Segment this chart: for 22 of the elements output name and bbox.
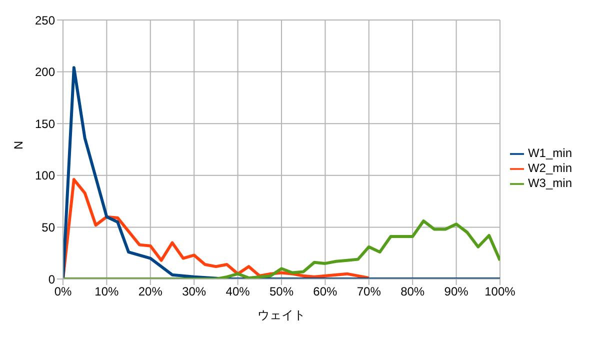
legend-label: W3_min — [528, 176, 572, 190]
x-tick-label: 30% — [182, 284, 206, 299]
y-tick-label: 100 — [34, 168, 56, 183]
x-tick-label: 50% — [269, 284, 294, 299]
x-tick-label: 10% — [94, 284, 120, 299]
legend-label: W1_min — [528, 146, 572, 160]
x-tick-label: 80% — [400, 284, 425, 299]
y-tick-label: 50 — [42, 220, 56, 234]
x-tick-label: 100% — [484, 284, 516, 299]
y-tick-label: 150 — [34, 116, 56, 131]
x-tick-label: 90% — [444, 284, 469, 299]
y-tick-label: 200 — [34, 65, 56, 80]
x-tick-label: 70% — [356, 284, 382, 299]
x-axis-title: ウェイト — [257, 308, 306, 322]
legend-label: W2_min — [528, 161, 572, 176]
x-tick-label: 20% — [138, 284, 163, 299]
x-tick-label: 0% — [54, 284, 72, 299]
x-tick-label: 60% — [313, 284, 338, 299]
y-tick-label: 0 — [48, 272, 56, 286]
y-tick-label: 250 — [34, 13, 56, 28]
y-axis-title: N — [11, 140, 26, 150]
x-tick-label: 40% — [226, 284, 250, 299]
